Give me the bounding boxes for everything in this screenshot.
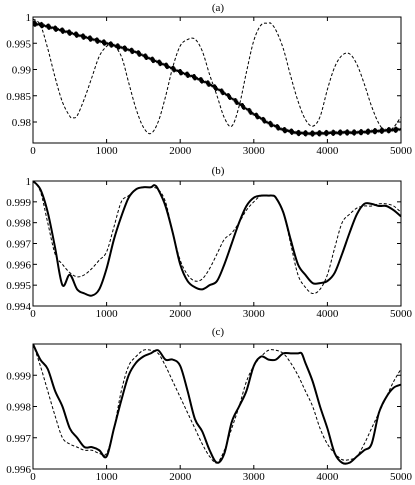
- panel-c-xtick-label-5000: 5000: [390, 471, 413, 483]
- panel-a-ytick-label-0-98: 0.98: [12, 117, 32, 129]
- panel-c-xtick-label-2000: 2000: [169, 471, 192, 483]
- panel-b-ytick-label-0-999: 0.999: [6, 197, 31, 209]
- panel-a-series-1-dashed-line: [33, 18, 401, 135]
- panel-b-ytick-label-0-998: 0.998: [6, 218, 31, 230]
- panel-c-series-1-solid-line: [33, 344, 401, 465]
- panel-b-series-1-solid-line: [33, 181, 401, 297]
- panel-c-series-2-dashed-line: [33, 344, 401, 464]
- panel-c-ytick-label-0-999: 0.999: [6, 370, 31, 382]
- panel-a-xtick-label-1000: 1000: [96, 145, 119, 157]
- panel-a-xtick-label-0: 0: [30, 145, 36, 157]
- panel-c-title: (c): [212, 326, 225, 338]
- panel-c-ytick-label-0-996: 0.996: [6, 464, 31, 476]
- panel-a-series-2-solid-noisy-line: [33, 20, 401, 137]
- panel-b: (b) 0 1000 2000 3000 4000 5000 0.994 0.995 0.996…: [6, 165, 412, 320]
- panel-b-ytick-label-0-996: 0.996: [6, 259, 31, 271]
- panel-a-ytick-label-0-995: 0.995: [6, 38, 31, 50]
- panel-a-xtick-label-3000: 3000: [243, 145, 266, 157]
- panel-b-xtick-label-3000: 3000: [243, 308, 266, 320]
- panel-c-xtick-label-1000: 1000: [96, 471, 119, 483]
- panel-c: (c) 0 1000 2000 3000 4000 5000 0.996 0.997 0.998…: [6, 326, 412, 483]
- panel-a-ytick-label-1: 1: [26, 12, 32, 24]
- panel-b-ytick-label-0-997: 0.997: [6, 239, 31, 251]
- panel-b-ytick-label-0-995: 0.995: [6, 280, 31, 292]
- panel-b-xtick-label-0: 0: [30, 308, 36, 320]
- panel-a-xtick-label-4000: 4000: [316, 145, 339, 157]
- panel-c-xtick-label-4000: 4000: [316, 471, 339, 483]
- panel-a: (a) 0 1000 2000 3000 4000 5000 0.98 0.985 0.99 0.…: [6, 2, 412, 157]
- panel-b-xtick-label-2000: 2000: [169, 308, 192, 320]
- panel-a-ytick-label-0-985: 0.985: [6, 91, 31, 103]
- panel-b-xtick-label-1000: 1000: [96, 308, 119, 320]
- panel-b-title: (b): [212, 165, 225, 177]
- panel-b-ytick-label-0-994: 0.994: [6, 301, 31, 313]
- panel-b-series-2-dashed-line: [33, 181, 401, 295]
- panel-b-xtick-label-5000: 5000: [390, 308, 413, 320]
- panel-a-xtick-label-2000: 2000: [169, 145, 192, 157]
- panel-b-xtick-label-4000: 4000: [316, 308, 339, 320]
- panel-a-ytick-label-0-99: 0.99: [12, 65, 32, 77]
- panel-a-title: (a): [212, 2, 225, 14]
- panel-a-xtick-label-5000: 5000: [390, 145, 413, 157]
- panel-c-xtick-label-0: 0: [30, 471, 36, 483]
- panel-c-ytick-label-0-998: 0.998: [6, 402, 31, 414]
- panel-a-frame: [32, 16, 402, 144]
- panel-b-ytick-label-1: 1: [26, 176, 32, 188]
- panel-c-xtick-label-3000: 3000: [243, 471, 266, 483]
- panel-c-ytick-label-0-997: 0.997: [6, 433, 31, 445]
